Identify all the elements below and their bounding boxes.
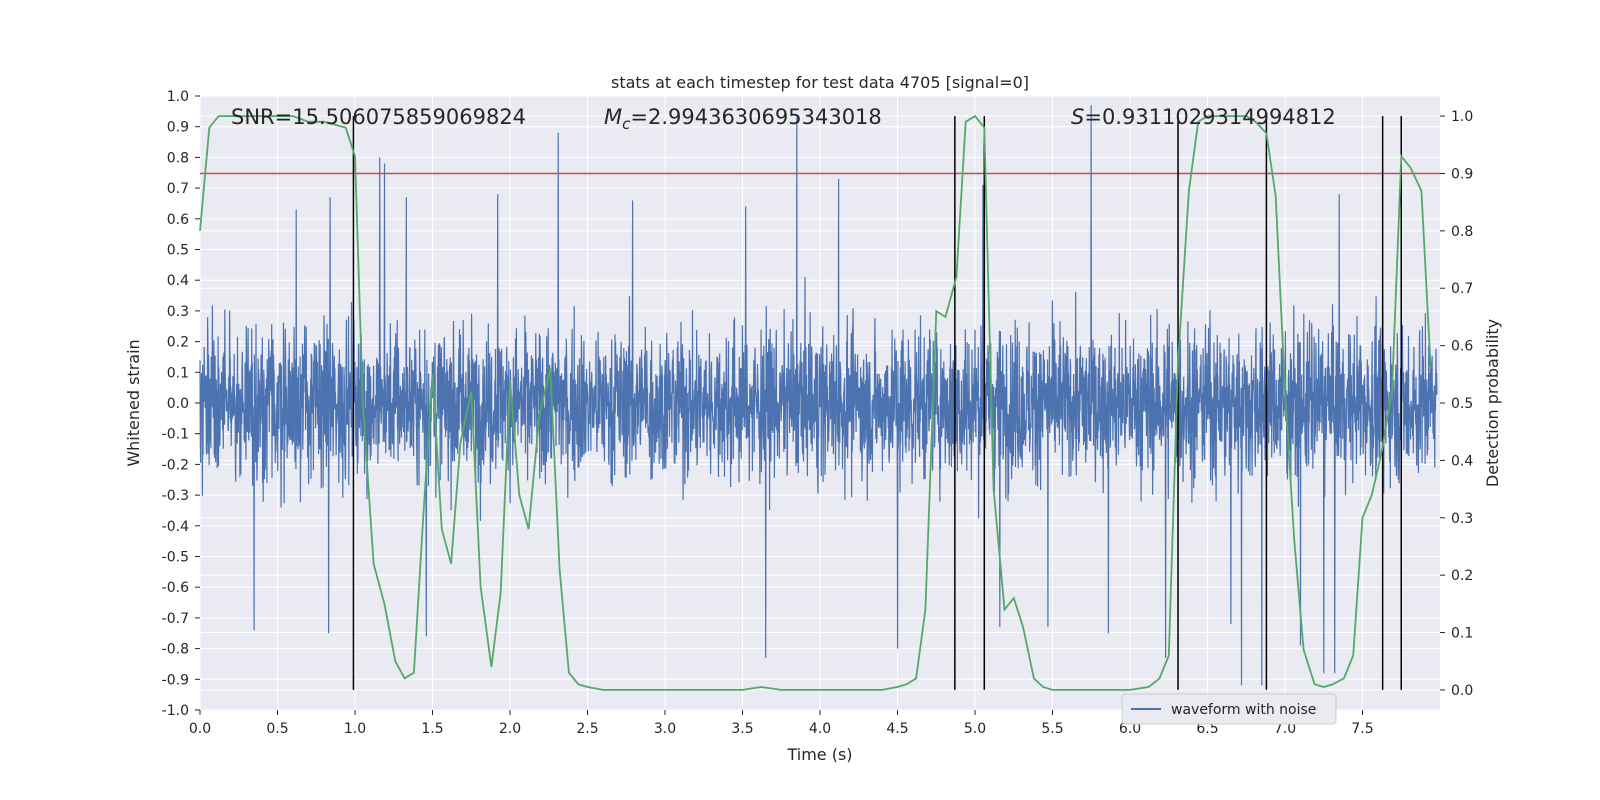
y-tick-label-4: -0.6 [162, 580, 189, 596]
y2-tick-label-0: 0.0 [1451, 683, 1473, 699]
y-tick-label-19: 0.9 [167, 120, 189, 136]
y2-tick-label-2: 0.2 [1451, 568, 1473, 584]
y2-tick-label-4: 0.4 [1451, 453, 1473, 469]
chirp-mass-symbol: M [604, 105, 622, 129]
waveform-series [199, 105, 1438, 686]
y-tick-label-10: 0.0 [167, 396, 189, 412]
y-tick-label-13: 0.3 [167, 304, 189, 320]
y2-tick-label-3: 0.3 [1451, 511, 1473, 527]
y-tick-label-6: -0.4 [162, 519, 189, 535]
y-axis-ticks: -1.0 -0.9 -0.8 -0.7 -0.6 -0.5 -0.4 -0.3 -0.2 -0.1… [162, 89, 200, 719]
x-tick-label-11: 5.5 [1041, 721, 1063, 737]
y2-tick-label-1: 0.1 [1451, 626, 1473, 642]
y2-tick-label-9: 0.9 [1451, 166, 1473, 182]
x-tick-label-15: 7.5 [1351, 721, 1373, 737]
detection-probability-series [199, 114, 1432, 691]
y-tick-label-5: -0.5 [162, 550, 189, 566]
y-tick-label-1: -0.9 [162, 672, 189, 688]
y2-tick-label-6: 0.6 [1451, 339, 1473, 355]
x-tick-label-14: 7.0 [1274, 721, 1296, 737]
x-tick-label-7: 3.5 [731, 721, 753, 737]
x-tick-label-2: 1.0 [344, 721, 366, 737]
x-axis-ticks: 0.0 0.5 1.0 1.5 2.0 2.5 3.0 3.5 4.0 4.5 5.0 5.5 6.0 6… [189, 710, 1374, 737]
chirp-mass-value: =2.9943630695343018 [630, 105, 881, 129]
chirp-mass-annotation: Mc=2.9943630695343018 [604, 105, 882, 133]
y-tick-label-11: 0.1 [167, 365, 189, 381]
y-tick-label-2: -0.8 [162, 642, 189, 658]
x-tick-label-4: 2.0 [499, 721, 521, 737]
y-tick-label-0: -1.0 [162, 703, 189, 719]
x-tick-label-0: 0.0 [189, 721, 211, 737]
legend-box [1121, 693, 1337, 725]
y2-tick-label-10: 1.0 [1451, 109, 1473, 125]
s-symbol: S [1071, 105, 1084, 129]
vertical-markers [352, 116, 1402, 690]
y2-tick-label-5: 0.5 [1451, 396, 1473, 412]
chart-title: stats at each timestep for test data 470… [611, 73, 1029, 92]
legend-label: waveform with noise [1171, 702, 1316, 718]
x-tick-label-5: 2.5 [576, 721, 598, 737]
y2-axis-label: Detection probability [1483, 319, 1502, 487]
x-tick-label-9: 4.5 [886, 721, 908, 737]
x-axis-label: Time (s) [786, 745, 852, 764]
waveform-line [199, 105, 1438, 686]
s-annotation: S=0.9311029314994812 [1071, 105, 1336, 129]
x-tick-label-8: 4.0 [809, 721, 831, 737]
y-tick-label-18: 0.8 [167, 150, 189, 166]
y2-tick-label-8: 0.8 [1451, 224, 1473, 240]
y-tick-label-20: 1.0 [167, 89, 189, 105]
snr-annotation: SNR=15.506075859069824 [231, 105, 526, 129]
x-tick-label-1: 0.5 [266, 721, 288, 737]
y-tick-label-3: -0.7 [162, 611, 189, 627]
y-tick-label-17: 0.7 [167, 181, 189, 197]
y2-tick-label-7: 0.7 [1451, 281, 1473, 297]
chirp-mass-subscript: c [622, 115, 631, 133]
x-tick-label-12: 6.0 [1119, 721, 1141, 737]
detection-probability-line [199, 114, 1432, 691]
s-value: =0.9311029314994812 [1084, 105, 1335, 129]
y-tick-label-7: -0.3 [162, 488, 189, 504]
y2-axis-ticks: 0.0 0.1 0.2 0.3 0.4 0.5 0.6 0.7 0.8 0.9 1.0 [1440, 109, 1473, 699]
y-tick-label-12: 0.2 [167, 335, 189, 351]
y-tick-label-9: -0.1 [162, 427, 189, 443]
y-tick-label-16: 0.6 [167, 212, 189, 228]
x-tick-label-10: 5.0 [964, 721, 986, 737]
x-tick-label-6: 3.0 [654, 721, 676, 737]
y-tick-label-8: -0.2 [162, 457, 189, 473]
y-tick-label-15: 0.5 [167, 243, 189, 259]
legend: waveform with noise [1121, 693, 1337, 725]
x-tick-label-13: 6.5 [1196, 721, 1218, 737]
x-tick-label-3: 1.5 [421, 721, 443, 737]
y-tick-label-14: 0.4 [167, 273, 189, 289]
y-axis-label: Whitened strain [124, 339, 143, 466]
